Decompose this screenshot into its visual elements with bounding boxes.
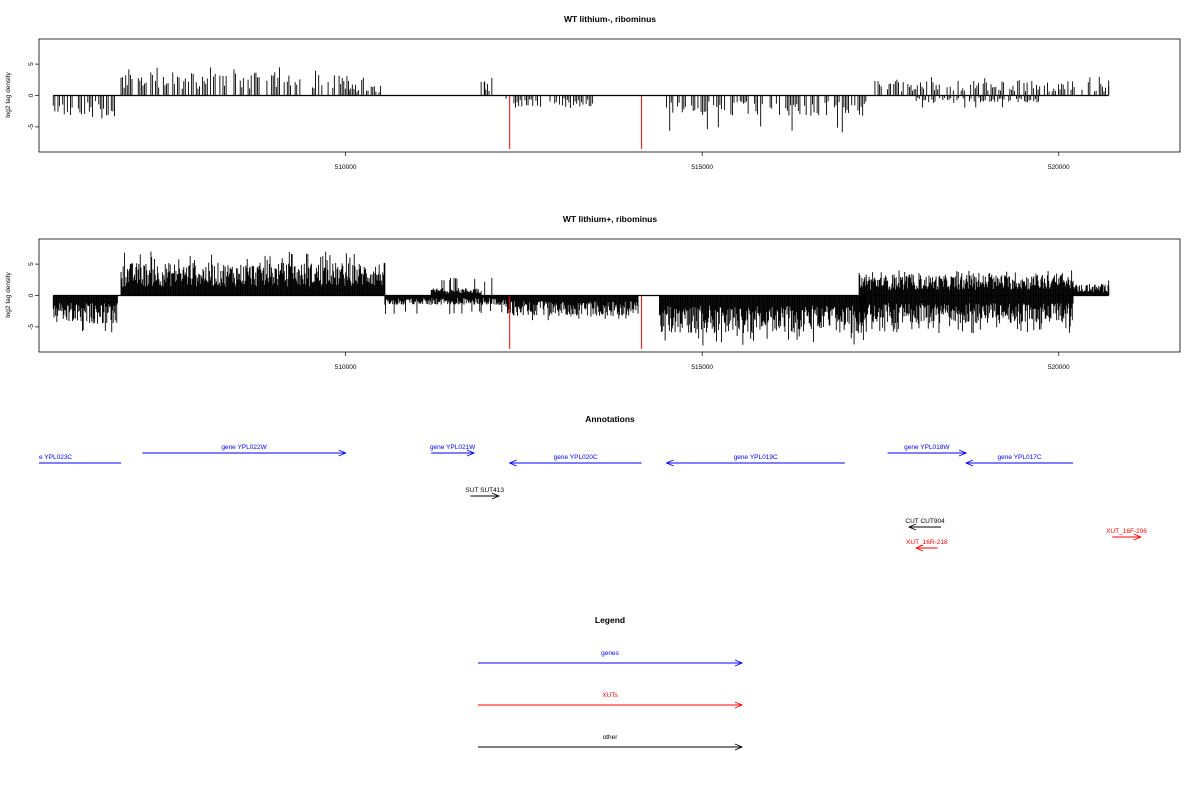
feature-label: gene YPL017C: [998, 454, 1042, 461]
feature-label: XUT_16F-206: [1106, 528, 1147, 535]
feature-label: XUT_16R-218: [906, 539, 948, 546]
panel-title: WT lithium+, ribominus: [563, 214, 657, 224]
legend-entry: XUTs: [478, 692, 744, 709]
legend-title: Legend: [595, 615, 625, 625]
y-tick-label: -5: [28, 124, 35, 130]
x-tick-label: 510000: [335, 164, 357, 171]
arrow-head: [338, 449, 347, 457]
arrow-head: [665, 459, 674, 467]
legend-entry: other: [478, 734, 744, 751]
arrow-head: [958, 449, 968, 457]
x-ticks: 510000 515000 520000: [335, 352, 1070, 371]
y-axis-label: log2 tag density: [5, 71, 12, 117]
arrow-head: [508, 459, 517, 467]
arrow-head: [964, 459, 974, 467]
density-bars: [52, 67, 1110, 133]
annotation-feature: gene YPL022W: [142, 444, 347, 457]
y-tick-label: -5: [28, 324, 35, 330]
annotation-feature: SUT SUT413: [465, 487, 504, 500]
legend-label: XUTs: [602, 692, 618, 699]
y-ticks: -5 0 5: [28, 62, 39, 130]
x-tick-label: 520000: [1048, 164, 1070, 171]
x-tick-label: 510000: [335, 364, 357, 371]
annotation-feature: e YPL023C: [39, 454, 122, 464]
x-tick-label: 515000: [691, 364, 713, 371]
legend-entry: genes: [478, 650, 744, 667]
legend-label: other: [603, 734, 619, 741]
annotation-feature: gene YPL021W: [430, 444, 476, 457]
annotation-features: e YPL023C gene YPL022W gene YPL021W gene YP…: [39, 444, 1147, 552]
highlight-bars: [509, 95, 643, 149]
arrow-head: [907, 523, 917, 531]
panel-title: WT lithium-, ribominus: [564, 14, 656, 24]
arrow-head: [491, 492, 501, 500]
arrow-head: [915, 544, 924, 552]
arrow-head: [466, 449, 476, 457]
y-tick-label: 0: [28, 293, 35, 297]
y-tick-label: 5: [28, 62, 35, 66]
annotation-feature: gene YPL017C: [964, 454, 1074, 467]
feature-label: gene YPL021W: [430, 444, 476, 451]
y-tick-label: 0: [28, 93, 35, 97]
feature-label: CUT CUT904: [905, 518, 945, 525]
track-panel-lithium-plus: WT lithium+, ribominus log2 tag density …: [5, 214, 1181, 371]
annotation-feature: gene YPL019C: [665, 454, 845, 467]
legend: genes XUTs other: [478, 650, 744, 751]
annotation-feature: gene YPL018W: [887, 444, 968, 457]
feature-label: gene YPL018W: [904, 444, 950, 451]
feature-label: SUT SUT413: [465, 487, 504, 494]
annotation-feature: XUT_16F-206: [1106, 528, 1147, 541]
x-tick-label: 520000: [1048, 364, 1070, 371]
feature-label: gene YPL020C: [554, 454, 598, 461]
arrow-head: [734, 701, 744, 709]
feature-label: e YPL023C: [39, 454, 72, 461]
x-ticks: 510000 515000 520000: [335, 152, 1070, 171]
feature-label: gene YPL022W: [221, 444, 267, 451]
highlight-bars: [509, 295, 643, 349]
arrow-head: [734, 743, 744, 751]
arrow-head: [734, 659, 744, 667]
y-ticks: -5 0 5: [28, 262, 39, 330]
arrow-head: [1133, 533, 1142, 541]
y-tick-label: 5: [28, 262, 35, 266]
feature-label: gene YPL019C: [734, 454, 778, 461]
annotation-feature: XUT_16R-218: [906, 539, 948, 552]
annotation-feature: CUT CUT904: [905, 518, 945, 531]
x-tick-label: 515000: [691, 164, 713, 171]
legend-label: genes: [601, 650, 619, 657]
density-bars: [52, 251, 1110, 346]
y-axis-label: log2 tag density: [5, 271, 12, 317]
track-panel-lithium-minus: WT lithium-, ribominus log2 tag density …: [5, 14, 1181, 171]
annotation-feature: gene YPL020C: [508, 454, 642, 467]
annotations-title: Annotations: [585, 414, 635, 424]
